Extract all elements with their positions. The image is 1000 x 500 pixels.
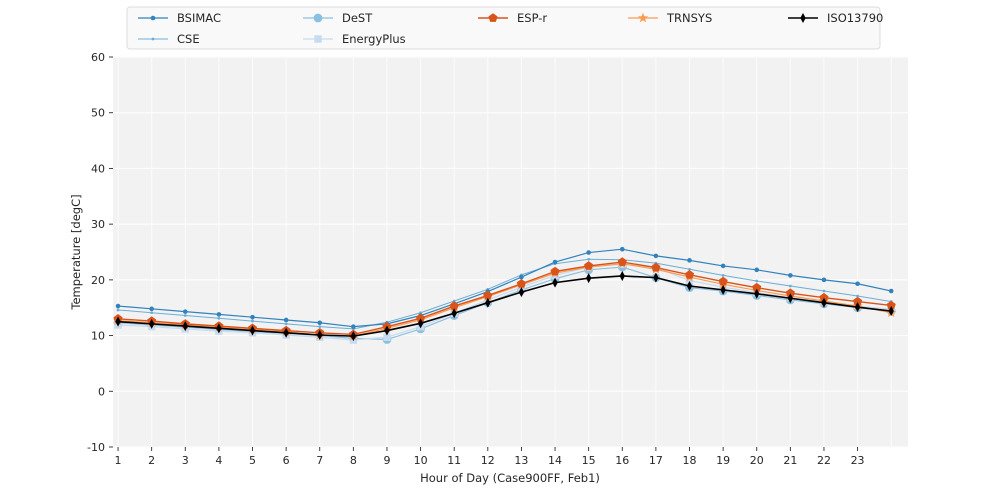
legend-label: CSE: [177, 32, 200, 46]
legend-item-trnsys: TRNSYS: [628, 11, 712, 25]
y-tick-label: 0: [98, 385, 105, 398]
y-tick-label: 10: [91, 330, 105, 343]
y-tick-label: 50: [91, 107, 105, 120]
x-axis-label: Hour of Day (Case900FF, Feb1): [420, 471, 600, 485]
y-tick-label: 60: [91, 51, 105, 64]
x-tick-label: 17: [649, 454, 663, 467]
x-tick-label: 9: [383, 454, 390, 467]
x-tick-label: 14: [548, 454, 562, 467]
legend-item-bsimac: BSIMAC: [138, 11, 221, 25]
x-tick-label: 6: [283, 454, 290, 467]
x-tick-label: 10: [414, 454, 428, 467]
x-tick-label: 8: [350, 454, 357, 467]
legend-item-esp-r: ESP-r: [478, 11, 547, 25]
legend-item-cse: CSE: [138, 32, 200, 46]
x-tick-label: 3: [182, 454, 189, 467]
x-tick-label: 2: [148, 454, 155, 467]
x-tick-label: 15: [582, 454, 596, 467]
legend-label: EnergyPlus: [342, 32, 406, 46]
x-tick-label: 18: [683, 454, 697, 467]
x-tick-label: 21: [783, 454, 797, 467]
y-tick-label: 20: [91, 274, 105, 287]
x-tick-label: 13: [514, 454, 528, 467]
series-iso13790: [115, 270, 894, 342]
x-tick-label: 5: [249, 454, 256, 467]
x-tick-label: 1: [115, 454, 122, 467]
x-tick-label: 12: [481, 454, 495, 467]
gridlines: [113, 56, 908, 448]
x-tick-label: 4: [215, 454, 222, 467]
x-tick-label: 19: [716, 454, 730, 467]
legend-item-energyplus: EnergyPlus: [303, 32, 406, 46]
y-tick-label: 40: [91, 162, 105, 175]
x-tick-label: 22: [817, 454, 831, 467]
axis-ticks: 1 2 3 4 5 6 7 8 9 10 11 12 13 14 15 16 17 18 19 20 21 22 23-10…: [87, 51, 865, 467]
legend: BSIMAC CSE DeST EnergyPlus ESP-r TRNSYS ISO137…: [126, 6, 883, 50]
legend-item-iso13790: ISO13790: [788, 11, 883, 25]
x-tick-label: 11: [447, 454, 461, 467]
x-tick-label: 20: [750, 454, 764, 467]
plot-area: [113, 57, 908, 447]
y-axis-label: Temperature [degC]: [69, 194, 83, 310]
legend-label: TRNSYS: [666, 11, 712, 25]
x-tick-label: 23: [851, 454, 865, 467]
y-tick-label: -10: [87, 441, 105, 454]
y-tick-label: 30: [91, 218, 105, 231]
legend-label: ESP-r: [517, 11, 547, 25]
legend-label: BSIMAC: [177, 11, 221, 25]
legend-item-dest: DeST: [303, 11, 373, 25]
x-tick-label: 7: [316, 454, 323, 467]
x-tick-label: 16: [615, 454, 629, 467]
legend-label: DeST: [342, 11, 373, 25]
legend-label: ISO13790: [827, 11, 883, 25]
